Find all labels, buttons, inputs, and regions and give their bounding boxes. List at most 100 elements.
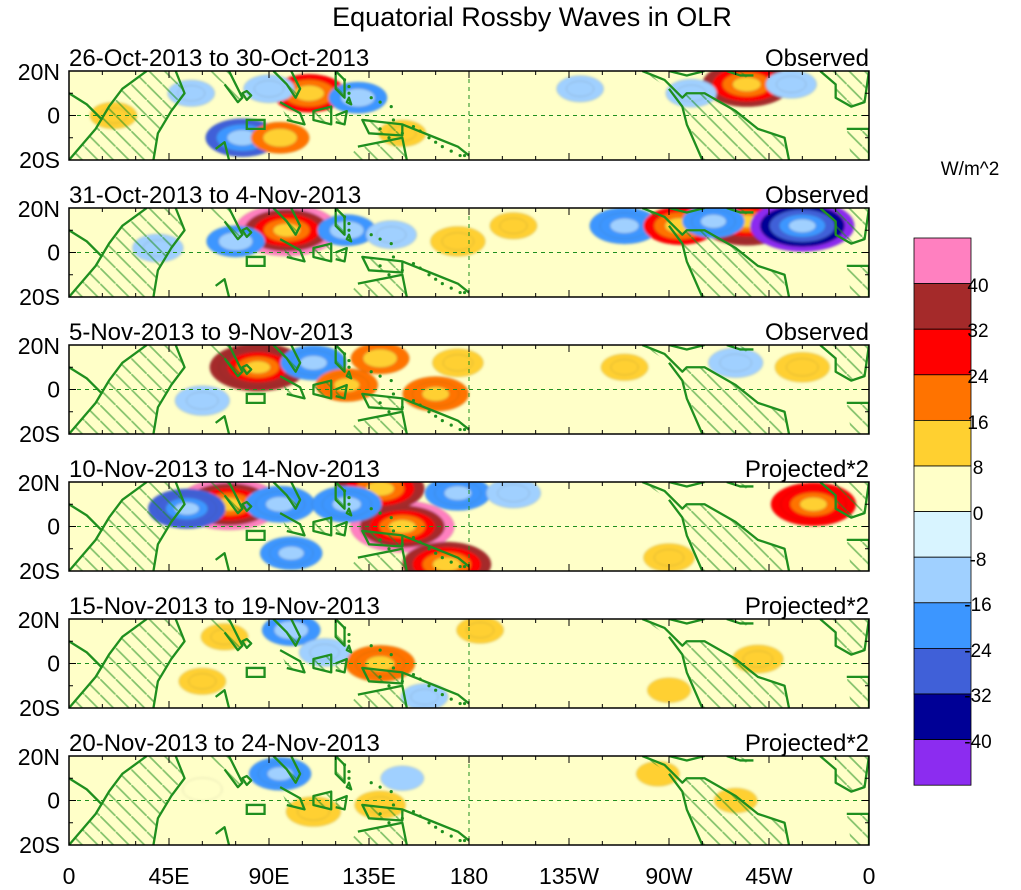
anomaly-contour bbox=[182, 777, 223, 802]
y-tick-label: 0 bbox=[47, 377, 60, 403]
island-dot bbox=[434, 825, 438, 829]
island-dot bbox=[458, 290, 462, 295]
coastline bbox=[362, 668, 402, 684]
colorbar-box bbox=[913, 556, 972, 604]
panel-kind-label: Observed bbox=[765, 182, 869, 209]
coastline bbox=[336, 796, 347, 809]
island-dot bbox=[440, 693, 444, 697]
coastline bbox=[280, 376, 304, 398]
coastline bbox=[216, 827, 229, 845]
island-dot bbox=[378, 538, 382, 542]
island-dot bbox=[434, 414, 438, 418]
coastline bbox=[820, 482, 869, 518]
map-panel: 15-Nov-2013 to 19-Nov-2013 Projected*2 20N… bbox=[18, 593, 870, 721]
coastline bbox=[336, 111, 347, 124]
island-dot bbox=[347, 632, 351, 637]
island-dot bbox=[369, 781, 373, 785]
colorbar-label: 32 bbox=[967, 321, 988, 342]
coastline bbox=[336, 756, 345, 783]
coastline bbox=[642, 482, 789, 571]
x-tick-label: 0 bbox=[863, 863, 876, 889]
anomaly-contour bbox=[432, 556, 462, 571]
island-dot bbox=[434, 140, 438, 144]
island-dot bbox=[400, 131, 404, 135]
colorbar-units: W/m^2 bbox=[941, 159, 1000, 180]
island-dot bbox=[418, 814, 422, 818]
coastline bbox=[642, 208, 789, 297]
land-area bbox=[346, 137, 407, 160]
colorbar-box bbox=[913, 602, 972, 649]
land-area bbox=[846, 128, 869, 160]
island-dot bbox=[347, 495, 351, 500]
island-dot bbox=[389, 379, 393, 383]
x-tick-label: 45E bbox=[149, 863, 190, 889]
anomaly-contour bbox=[444, 485, 472, 501]
land-area bbox=[820, 71, 869, 107]
colorbar-label: 8 bbox=[973, 458, 984, 479]
island-dot bbox=[369, 96, 373, 100]
coastline bbox=[69, 756, 147, 845]
land-area bbox=[346, 685, 407, 708]
anomaly-contour bbox=[786, 358, 819, 377]
x-tick-label: 135W bbox=[539, 863, 599, 889]
island-dot bbox=[387, 547, 391, 551]
coastline bbox=[69, 641, 102, 668]
coastline bbox=[847, 129, 869, 160]
coastline bbox=[69, 778, 102, 805]
coastline bbox=[669, 637, 702, 708]
colorbar-label: -16 bbox=[964, 595, 991, 616]
y-tick-label: 20N bbox=[18, 333, 60, 359]
colorbar-label: 40 bbox=[967, 276, 988, 297]
coastline bbox=[225, 71, 243, 102]
coastline bbox=[336, 248, 347, 261]
coastline bbox=[153, 756, 184, 845]
island-dot bbox=[400, 816, 404, 820]
y-tick-label: 20S bbox=[19, 284, 60, 310]
island-dot bbox=[440, 282, 444, 286]
anomaly-contour bbox=[410, 688, 439, 705]
map-panel: 10-Nov-2013 to 14-Nov-2013 Projected*2 20N… bbox=[18, 456, 870, 584]
island-dot bbox=[389, 242, 393, 246]
coastline bbox=[358, 412, 407, 434]
coastline bbox=[847, 403, 869, 434]
island-dot bbox=[342, 626, 347, 630]
colorbar-label: 24 bbox=[967, 367, 989, 388]
colorbar-box bbox=[913, 237, 972, 284]
anomaly-contour bbox=[299, 355, 328, 371]
coastline bbox=[847, 814, 869, 845]
island-dot bbox=[462, 701, 467, 706]
island-dot bbox=[427, 273, 431, 277]
island-dot bbox=[462, 838, 467, 843]
coastlines bbox=[69, 345, 869, 434]
coastline bbox=[273, 345, 300, 372]
coastline bbox=[820, 619, 869, 655]
anomaly-contour bbox=[421, 386, 450, 402]
coastline bbox=[669, 208, 705, 212]
x-tick-label: 90E bbox=[249, 863, 290, 889]
island-dot bbox=[342, 763, 347, 767]
colorbar-label: 16 bbox=[967, 413, 988, 434]
coastline bbox=[347, 235, 351, 242]
land-area bbox=[846, 676, 869, 708]
island-dot bbox=[427, 136, 431, 140]
colorbar-boxes bbox=[913, 237, 972, 786]
map-area bbox=[69, 756, 869, 845]
island-dot bbox=[418, 129, 422, 133]
island-dot bbox=[378, 812, 382, 816]
colorbar-label: -40 bbox=[964, 732, 991, 753]
colorbar-label: 0 bbox=[973, 504, 984, 525]
coastline bbox=[69, 619, 147, 708]
land-area bbox=[264, 208, 301, 240]
coastline bbox=[69, 208, 147, 297]
land-area bbox=[642, 482, 790, 571]
x-tick-label: 90W bbox=[645, 863, 693, 889]
x-axis: 0 45E 90E 135E 180 135W 90W 45W 0 bbox=[63, 863, 876, 889]
anomaly-contour bbox=[566, 80, 595, 97]
coastline bbox=[347, 509, 351, 516]
coastline bbox=[642, 71, 789, 160]
panel-date-range: 26-Oct-2013 to 30-Oct-2013 bbox=[69, 45, 369, 72]
island-dot bbox=[400, 268, 404, 272]
coastline bbox=[336, 482, 345, 509]
island-dot bbox=[378, 511, 382, 515]
